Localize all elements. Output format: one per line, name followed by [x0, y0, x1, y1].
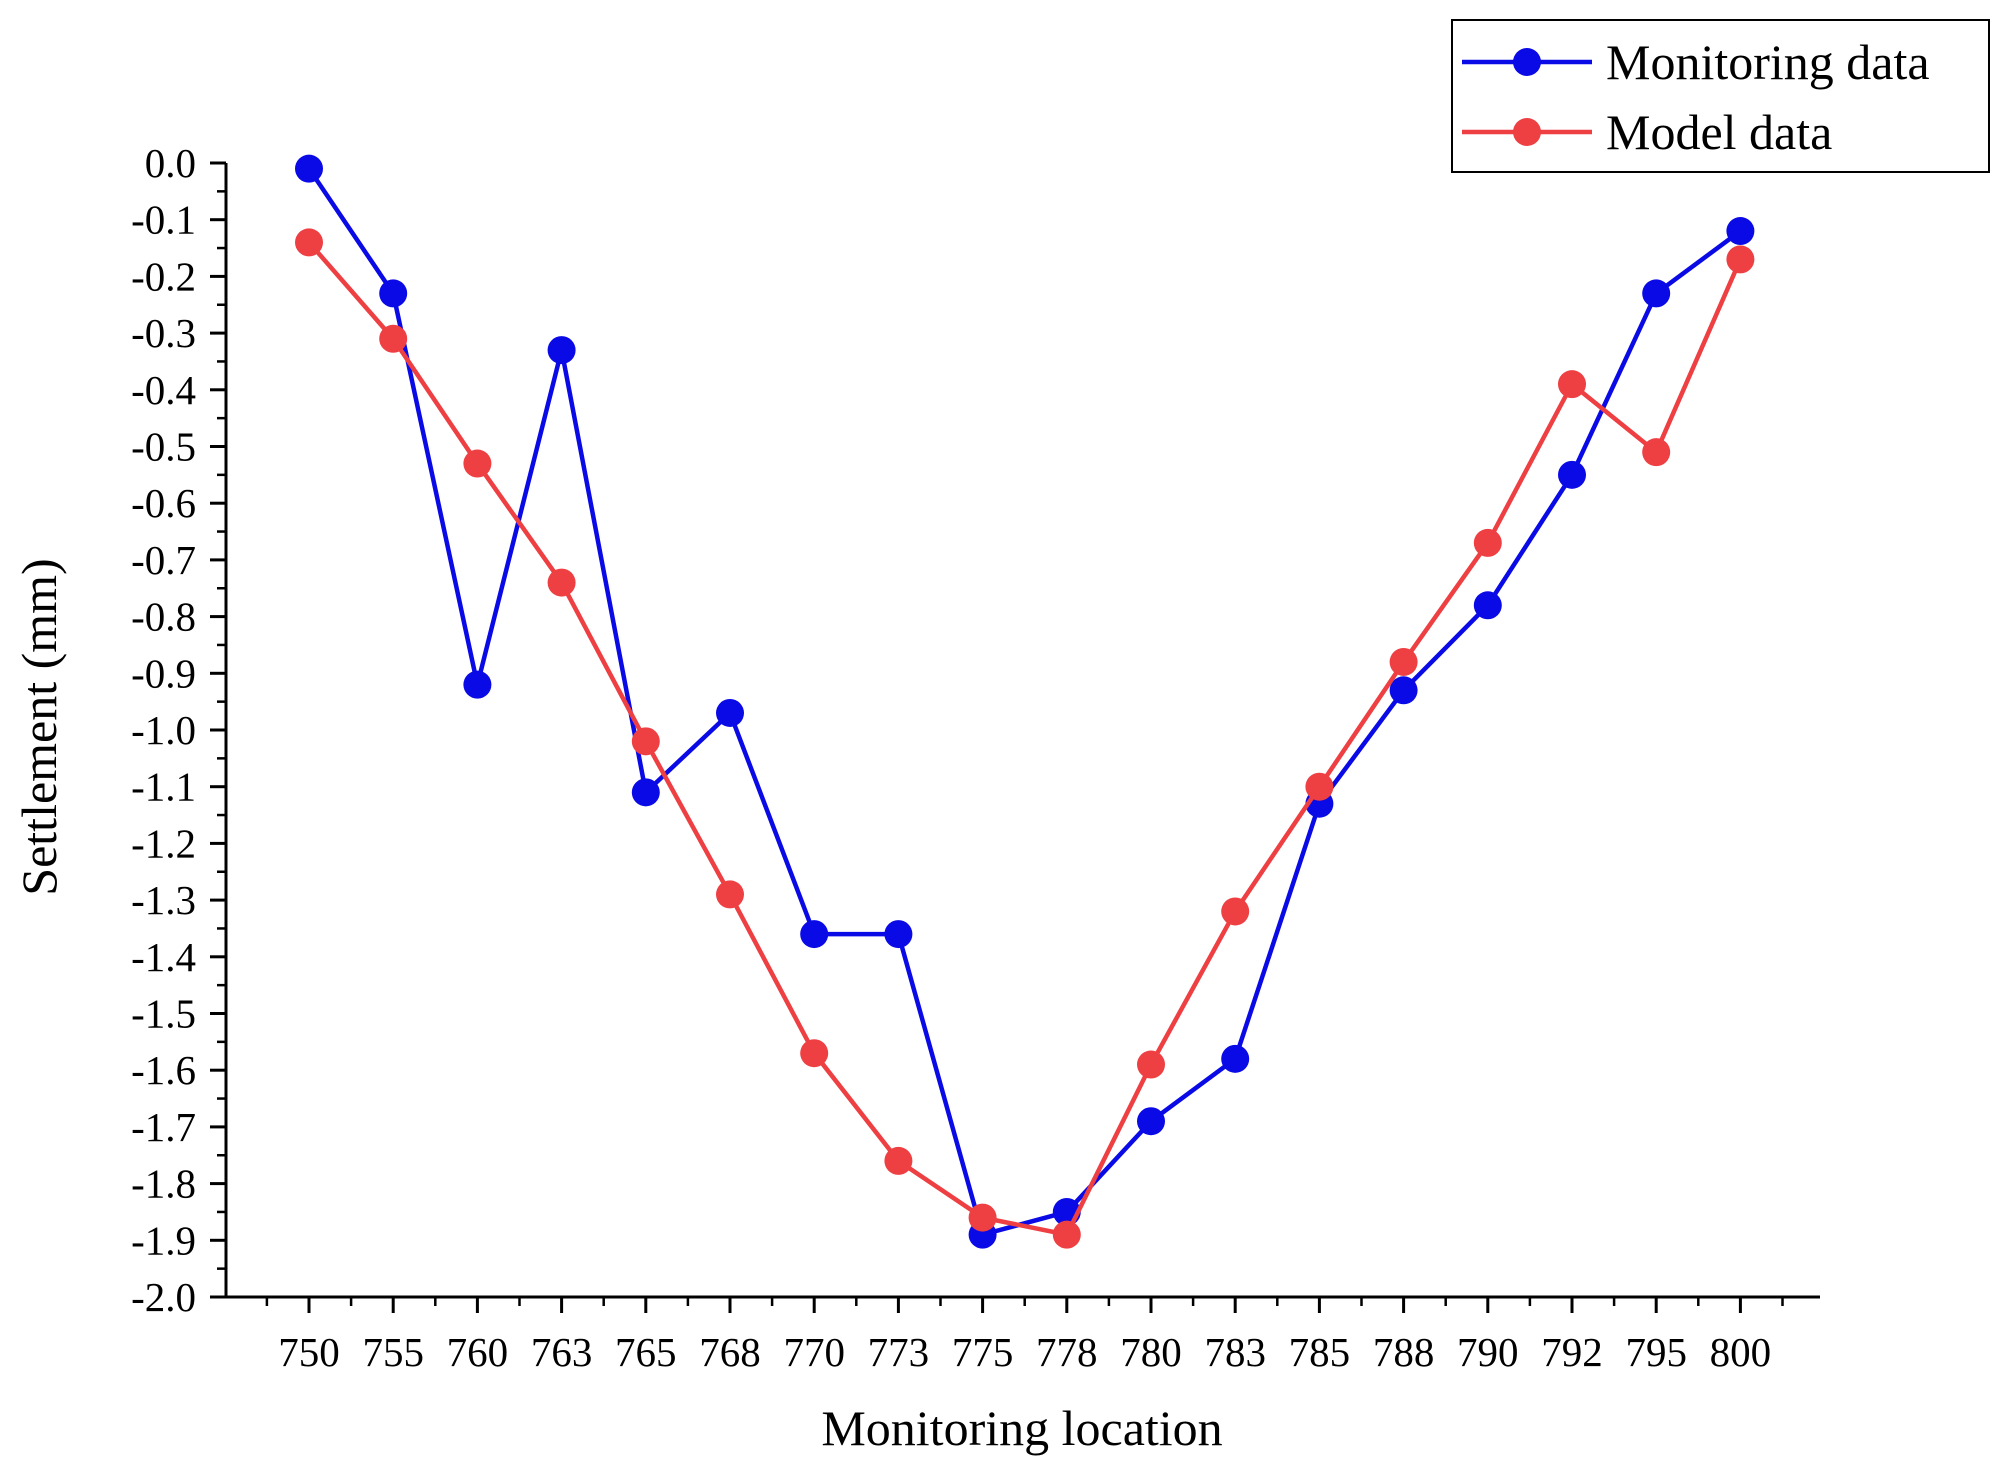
data-point	[1305, 772, 1334, 801]
data-point	[1642, 279, 1671, 308]
x-tick-label: 765	[615, 1329, 677, 1375]
x-tick-label: 768	[699, 1329, 761, 1375]
y-tick-label: -0.1	[131, 197, 196, 243]
x-tick-label: 750	[278, 1329, 340, 1375]
axes	[224, 163, 1820, 1299]
y-tick-label: -0.5	[131, 424, 196, 470]
data-point	[1137, 1107, 1165, 1136]
data-point	[379, 279, 408, 308]
x-tick-label: 780	[1120, 1329, 1182, 1375]
series-line	[307, 167, 1742, 1237]
legend-marker	[1513, 48, 1541, 76]
legend-marker	[1513, 118, 1541, 146]
series-model-data	[295, 228, 1755, 1249]
data-point	[463, 449, 492, 478]
series-line	[307, 240, 1743, 1237]
y-tick-label: -2.0	[131, 1274, 196, 1320]
y-tick-label: -1.2	[131, 820, 196, 866]
data-point	[379, 324, 408, 353]
data-point	[884, 920, 913, 949]
y-tick-label: -1.9	[131, 1217, 196, 1263]
x-tick-label: 773	[868, 1329, 930, 1375]
x-tick-label: 790	[1457, 1329, 1519, 1375]
data-point	[1726, 217, 1755, 246]
data-point	[1558, 370, 1586, 399]
y-tick-label: -1.6	[131, 1047, 196, 1093]
x-tick-label: 760	[447, 1329, 509, 1375]
y-tick-label: -0.6	[131, 480, 196, 526]
data-point	[1221, 1044, 1250, 1073]
y-axis-title: Settlement (mm)	[11, 558, 67, 895]
data-point	[547, 568, 576, 597]
data-point	[716, 698, 744, 727]
y-tick-label: 0.0	[145, 140, 196, 186]
x-tick-label: 755	[362, 1329, 424, 1375]
legend-label: Monitoring data	[1606, 34, 1930, 90]
series-monitoring-data	[295, 154, 1755, 1249]
x-tick-label: 792	[1541, 1329, 1603, 1375]
data-point	[884, 1146, 913, 1175]
series-layer	[295, 154, 1755, 1249]
y-tick-label: -1.8	[131, 1161, 196, 1207]
data-point	[800, 1039, 829, 1068]
data-point	[463, 670, 492, 699]
data-point	[1137, 1050, 1165, 1079]
x-tick-label: 783	[1204, 1329, 1266, 1375]
y-tick-label: -1.7	[131, 1104, 196, 1150]
data-point	[1558, 460, 1586, 489]
data-point	[295, 228, 323, 257]
legend-label: Model data	[1606, 104, 1832, 160]
y-tick-label: -0.4	[131, 367, 196, 413]
data-point	[1642, 438, 1671, 467]
x-tick-label: 775	[952, 1329, 1014, 1375]
x-tick-label: 785	[1289, 1329, 1351, 1375]
y-tick-label: -1.0	[131, 707, 196, 753]
data-point	[1389, 647, 1418, 676]
data-point	[1052, 1220, 1081, 1249]
data-point	[1221, 897, 1250, 926]
y-tick-label: -1.5	[131, 991, 196, 1037]
data-point	[968, 1203, 997, 1232]
x-tick-label: 795	[1625, 1329, 1687, 1375]
x-axis-title: Monitoring location	[821, 1400, 1222, 1456]
data-point	[631, 778, 660, 807]
y-tick-label: -1.1	[131, 764, 196, 810]
data-point	[800, 920, 829, 949]
y-tick-label: -0.8	[131, 594, 196, 640]
y-tick-label: -0.9	[131, 650, 196, 696]
legend: Monitoring data Model data	[1451, 19, 1990, 173]
data-point	[1389, 676, 1418, 705]
x-tick-label: 778	[1036, 1329, 1098, 1375]
x-tick-label: 763	[531, 1329, 593, 1375]
y-tick-label: -0.7	[131, 537, 196, 583]
data-point	[631, 727, 660, 756]
data-point	[547, 336, 576, 365]
x-axis-ticks: 750 755 760 763 765 768 770 773 775 778 780 783 785 7…	[265, 1297, 1784, 1375]
data-point	[295, 154, 323, 183]
legend-box	[1451, 19, 1990, 173]
y-tick-label: -1.3	[131, 877, 196, 923]
y-tick-label: -0.2	[131, 253, 196, 299]
y-tick-label: -0.3	[131, 310, 196, 356]
data-point	[1726, 245, 1755, 274]
x-tick-label: 800	[1710, 1329, 1772, 1375]
x-tick-label: 770	[783, 1329, 845, 1375]
data-point	[1473, 528, 1502, 557]
y-axis-ticks: 0.0 -0.1 -0.2 -0.3 -0.4 -0.5 -0.6 -0.7 -0.8 -0.9 -…	[131, 140, 226, 1320]
data-point	[716, 880, 744, 909]
data-point	[1473, 591, 1502, 620]
x-tick-label: 788	[1373, 1329, 1435, 1375]
y-tick-label: -1.4	[131, 934, 196, 980]
